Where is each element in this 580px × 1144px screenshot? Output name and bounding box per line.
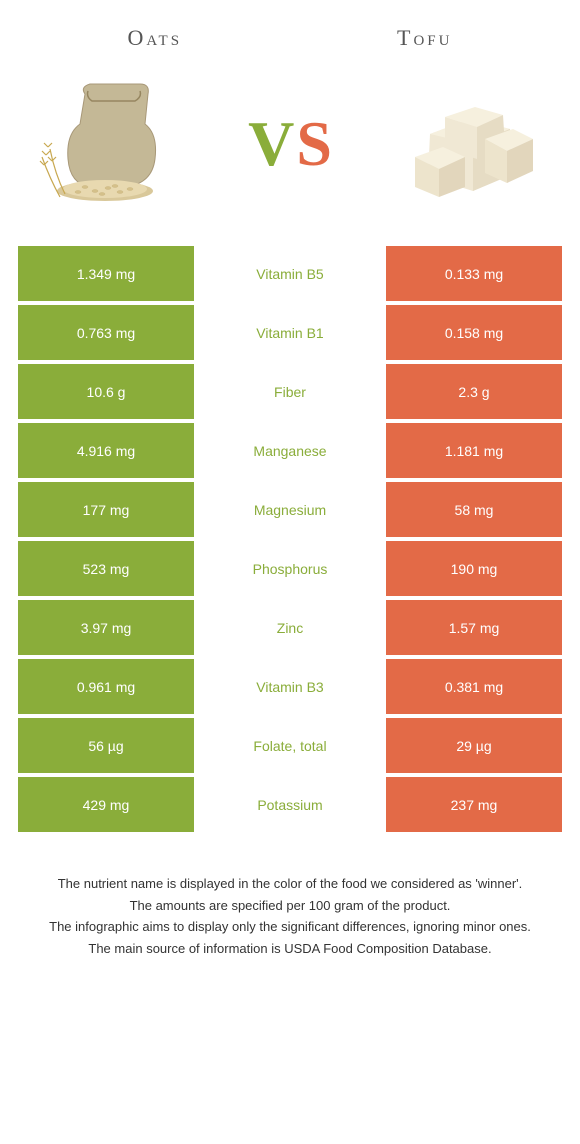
table-row: 56 µgFolate, total29 µg	[18, 716, 562, 775]
footer-line: The amounts are specified per 100 gram o…	[30, 896, 550, 916]
table-row: 177 mgMagnesium58 mg	[18, 480, 562, 539]
nutrient-name: Zinc	[196, 598, 384, 657]
table-row: 1.349 mgVitamin B50.133 mg	[18, 244, 562, 303]
table-row: 0.763 mgVitamin B10.158 mg	[18, 303, 562, 362]
oats-value: 429 mg	[18, 775, 196, 834]
nutrient-name: Vitamin B3	[196, 657, 384, 716]
table-row: 4.916 mgManganese1.181 mg	[18, 421, 562, 480]
oats-value: 4.916 mg	[18, 421, 196, 480]
nutrient-name: Vitamin B1	[196, 303, 384, 362]
tofu-value: 0.133 mg	[384, 244, 562, 303]
vs-s: S	[296, 107, 332, 181]
footer-notes: The nutrient name is displayed in the co…	[30, 874, 550, 958]
tofu-image	[395, 79, 550, 209]
oats-image	[30, 79, 185, 209]
tofu-value: 237 mg	[384, 775, 562, 834]
tofu-value: 0.158 mg	[384, 303, 562, 362]
oats-value: 3.97 mg	[18, 598, 196, 657]
nutrient-name: Fiber	[196, 362, 384, 421]
table-row: 3.97 mgZinc1.57 mg	[18, 598, 562, 657]
comparison-table: 1.349 mgVitamin B50.133 mg0.763 mgVitami…	[18, 244, 562, 834]
tofu-value: 1.57 mg	[384, 598, 562, 657]
oats-value: 56 µg	[18, 716, 196, 775]
oats-value: 1.349 mg	[18, 244, 196, 303]
footer-line: The main source of information is USDA F…	[30, 939, 550, 959]
tofu-value: 0.381 mg	[384, 657, 562, 716]
header: Oats Tofu	[0, 0, 580, 61]
footer-line: The infographic aims to display only the…	[30, 917, 550, 937]
nutrient-name: Magnesium	[196, 480, 384, 539]
oats-value: 177 mg	[18, 480, 196, 539]
tofu-value: 2.3 g	[384, 362, 562, 421]
tofu-value: 190 mg	[384, 539, 562, 598]
table-row: 0.961 mgVitamin B30.381 mg	[18, 657, 562, 716]
nutrient-name: Potassium	[196, 775, 384, 834]
vs-v: V	[248, 107, 294, 181]
oats-value: 10.6 g	[18, 362, 196, 421]
title-left: Oats	[127, 25, 182, 51]
title-right: Tofu	[397, 25, 452, 51]
footer-line: The nutrient name is displayed in the co…	[30, 874, 550, 894]
oats-value: 0.763 mg	[18, 303, 196, 362]
vs-label: VS	[248, 107, 332, 181]
table-row: 429 mgPotassium237 mg	[18, 775, 562, 834]
tofu-value: 29 µg	[384, 716, 562, 775]
table-row: 523 mgPhosphorus190 mg	[18, 539, 562, 598]
oats-value: 0.961 mg	[18, 657, 196, 716]
vs-row: VS	[0, 61, 580, 236]
nutrient-name: Folate, total	[196, 716, 384, 775]
nutrient-name: Manganese	[196, 421, 384, 480]
oats-value: 523 mg	[18, 539, 196, 598]
table-row: 10.6 gFiber2.3 g	[18, 362, 562, 421]
tofu-value: 1.181 mg	[384, 421, 562, 480]
tofu-value: 58 mg	[384, 480, 562, 539]
nutrient-name: Vitamin B5	[196, 244, 384, 303]
nutrient-name: Phosphorus	[196, 539, 384, 598]
